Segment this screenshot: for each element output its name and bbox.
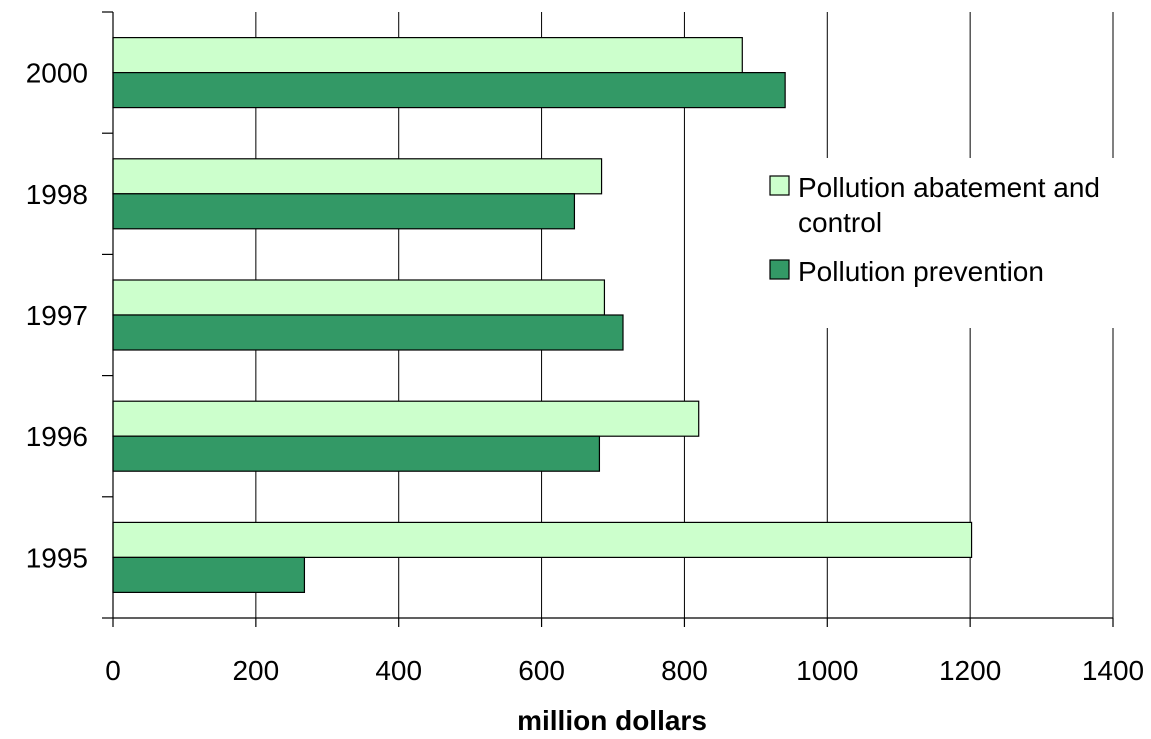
x-tick-label: 600 (518, 655, 565, 686)
bar-abatement-1995 (112, 521, 973, 559)
bars (112, 36, 973, 594)
x-tick-label: 1400 (1082, 655, 1144, 686)
y-tick-label: 2000 (26, 58, 88, 89)
y-tick-label: 1995 (26, 542, 88, 573)
x-tick-label: 200 (232, 655, 279, 686)
bar-prevention-1998 (112, 193, 576, 230)
y-tick-label: 1996 (26, 421, 88, 452)
y-tick-label: 1997 (26, 300, 88, 331)
legend-background (755, 158, 1147, 328)
legend-label-prevention: Pollution prevention (798, 256, 1044, 287)
x-tick-label: 1000 (796, 655, 858, 686)
bar-abatement-1996 (112, 400, 700, 437)
bar-abatement-1998 (112, 158, 603, 195)
bar-prevention-1997 (112, 314, 624, 351)
axes (102, 11, 1114, 627)
bar-prevention-1995 (112, 556, 306, 594)
x-tick-label: 0 (105, 655, 121, 686)
legend-swatch-abatement (769, 175, 790, 196)
bar-prevention-2000 (112, 71, 786, 109)
y-tick-label: 1998 (26, 179, 88, 210)
tick-labels: 1995 1996 1997 1998 2000 0 200 400 600 800 1000 120… (26, 58, 1144, 686)
x-tick-label: 1200 (939, 655, 1001, 686)
x-axis-title: million dollars (517, 705, 707, 736)
x-tick-label: 800 (661, 655, 708, 686)
legend-label-abatement: Pollution abatement and (798, 172, 1100, 203)
x-tick-label: 400 (375, 655, 422, 686)
bar-abatement-1997 (112, 279, 606, 316)
legend-label-abatement: control (798, 207, 882, 238)
bar-abatement-2000 (112, 36, 743, 74)
legend: Pollution abatement and control Pollution … (755, 158, 1147, 328)
bar-prevention-1996 (112, 435, 601, 472)
legend-swatch-prevention (769, 259, 790, 280)
